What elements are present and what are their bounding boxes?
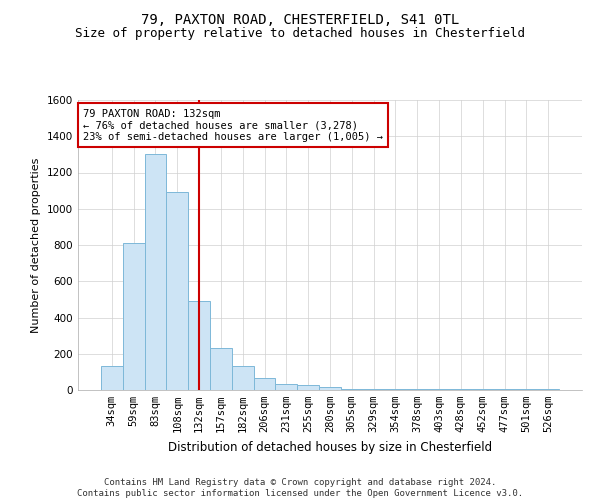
Bar (428, 389, 450, 390)
Bar (275, 384, 297, 390)
Bar (494, 389, 515, 390)
Bar (188, 301, 210, 390)
Bar (363, 389, 385, 390)
X-axis label: Distribution of detached houses by size in Chesterfield: Distribution of detached houses by size … (168, 440, 492, 454)
Bar (385, 389, 406, 390)
Bar (101, 366, 123, 390)
Bar (297, 386, 319, 390)
Bar (406, 389, 428, 390)
Bar (450, 389, 472, 390)
Bar (472, 389, 494, 390)
Text: Contains HM Land Registry data © Crown copyright and database right 2024.
Contai: Contains HM Land Registry data © Crown c… (77, 478, 523, 498)
Bar (341, 388, 363, 390)
Bar (537, 389, 559, 390)
Text: 79 PAXTON ROAD: 132sqm
← 76% of detached houses are smaller (3,278)
23% of semi-: 79 PAXTON ROAD: 132sqm ← 76% of detached… (83, 108, 383, 142)
Bar (145, 154, 166, 390)
Bar (166, 192, 188, 390)
Y-axis label: Number of detached properties: Number of detached properties (31, 158, 41, 332)
Bar (254, 378, 275, 390)
Bar (232, 366, 254, 390)
Bar (123, 243, 145, 390)
Bar (515, 389, 537, 390)
Bar (210, 348, 232, 390)
Bar (319, 388, 341, 390)
Text: 79, PAXTON ROAD, CHESTERFIELD, S41 0TL: 79, PAXTON ROAD, CHESTERFIELD, S41 0TL (141, 12, 459, 26)
Text: Size of property relative to detached houses in Chesterfield: Size of property relative to detached ho… (75, 28, 525, 40)
